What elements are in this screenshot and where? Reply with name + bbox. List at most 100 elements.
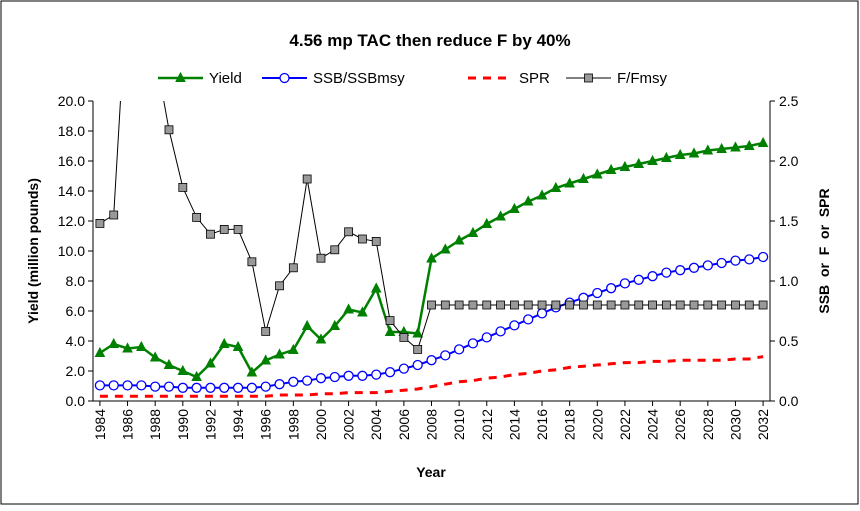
point [219, 224, 229, 234]
point [537, 300, 547, 310]
point [716, 142, 727, 153]
y-tick-label: 8.0 [66, 273, 86, 289]
y2-axis-title: SSB or F or SPR [816, 188, 832, 313]
point [619, 160, 631, 171]
point [495, 326, 506, 337]
point [675, 265, 686, 276]
point [122, 380, 133, 391]
point [343, 370, 354, 381]
point [536, 189, 548, 200]
point [703, 300, 713, 310]
point [730, 255, 741, 266]
point [206, 229, 215, 239]
y-tick-label: 4.0 [66, 333, 86, 349]
point [426, 252, 437, 263]
point [385, 316, 395, 326]
legend-label: Yield [209, 70, 242, 87]
x-tick-label: 2030 [727, 409, 743, 440]
legend-marker [175, 71, 186, 82]
point [136, 340, 147, 351]
point [232, 382, 244, 393]
point [661, 151, 672, 162]
point [136, 380, 147, 391]
point [371, 236, 381, 246]
point [579, 300, 588, 310]
legend-label: F/Fmsy [617, 70, 667, 87]
point [647, 271, 658, 282]
x-tick-label: 1998 [285, 409, 301, 440]
point [606, 300, 616, 310]
point [413, 344, 423, 354]
x-tick-label: 2024 [645, 409, 661, 440]
point [205, 382, 216, 393]
point [260, 381, 271, 392]
point [427, 300, 436, 310]
point [522, 195, 534, 206]
point [565, 300, 575, 310]
y-tick-label: 16.0 [58, 153, 85, 169]
point [108, 337, 120, 348]
point [731, 300, 740, 310]
point [744, 300, 754, 310]
y2-tick-label: 0.0 [779, 393, 799, 409]
point [370, 282, 382, 293]
point [384, 367, 396, 378]
y-tick-label: 0.0 [66, 393, 86, 409]
x-tick-label: 1986 [120, 409, 136, 440]
point [481, 332, 492, 343]
x-tick-label: 1988 [147, 409, 163, 440]
point [178, 182, 188, 192]
point [274, 348, 285, 359]
point [329, 371, 340, 383]
point [605, 283, 617, 294]
y-tick-label: 10.0 [58, 243, 85, 259]
point [702, 260, 713, 271]
point [357, 306, 368, 317]
point [509, 320, 520, 331]
point [163, 358, 175, 369]
point [674, 148, 686, 159]
x-tick-label: 2006 [396, 409, 412, 440]
point [398, 363, 410, 374]
point [150, 381, 161, 392]
x-tick-label: 1992 [202, 409, 218, 440]
point [246, 366, 258, 377]
point [605, 163, 617, 174]
point [246, 382, 258, 393]
point [122, 342, 133, 353]
point [149, 351, 161, 362]
point [192, 212, 202, 222]
point [620, 300, 630, 310]
point [260, 354, 272, 365]
x-tick-label: 2026 [672, 409, 688, 440]
point [716, 257, 727, 269]
point [591, 168, 603, 179]
point [633, 157, 645, 168]
y2-tick-label: 2.5 [779, 93, 799, 109]
x-tick-label: 2016 [534, 409, 550, 440]
legend-marker [279, 72, 290, 84]
x-tick-label: 2020 [589, 409, 605, 440]
point [495, 210, 506, 221]
point [440, 350, 451, 361]
point [177, 382, 188, 393]
point [633, 274, 644, 285]
x-tick-label: 2002 [341, 409, 357, 440]
point [454, 300, 464, 310]
point [109, 210, 119, 220]
point [758, 300, 768, 310]
point [302, 375, 313, 386]
x-axis-title: Year [416, 464, 446, 480]
point [191, 382, 202, 393]
point [95, 218, 105, 228]
point [94, 346, 106, 357]
point [343, 303, 354, 314]
point [163, 381, 175, 392]
point [412, 359, 423, 371]
point [439, 243, 451, 254]
point [316, 253, 326, 263]
point [523, 314, 534, 325]
point [371, 369, 382, 380]
legend-marker [584, 73, 593, 83]
